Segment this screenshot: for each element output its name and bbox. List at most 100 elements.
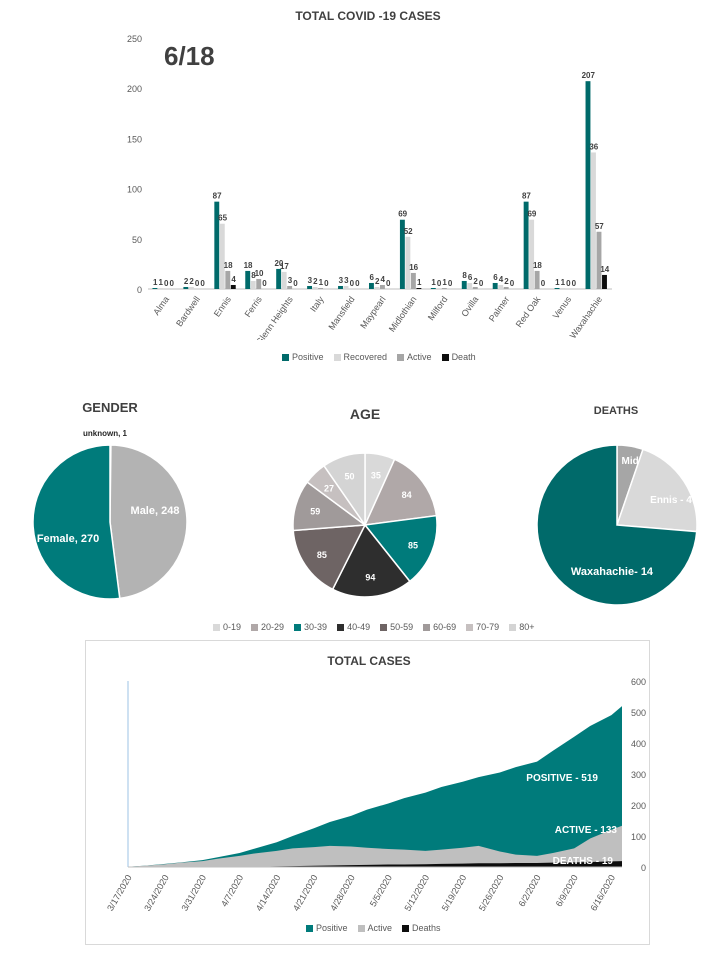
age-legend-label: 80+ xyxy=(519,622,535,632)
bar-data-label: 6 xyxy=(493,273,498,282)
pie-data-label: 59 xyxy=(310,507,320,517)
x-tick-label: 5/19/2020 xyxy=(440,873,469,913)
bar-legend-label: Positive xyxy=(292,352,324,362)
bar-recovered xyxy=(343,285,349,289)
x-tick-label: Milford xyxy=(426,294,450,322)
bar-data-label: 0 xyxy=(541,279,546,288)
bar-legend-swatch xyxy=(397,353,405,361)
pie-label: Ennis - 4 xyxy=(650,495,692,506)
pie-slice xyxy=(331,523,411,598)
bar-data-label: 3 xyxy=(308,276,313,285)
bar-legend-swatch xyxy=(441,353,449,361)
pie-label: Male, 248 xyxy=(131,505,180,517)
bar-positive xyxy=(338,285,343,289)
bar-recovered xyxy=(374,286,380,289)
bar-recovered xyxy=(405,236,411,289)
x-tick-label: Ovilla xyxy=(459,294,480,318)
x-tick-label: Italy xyxy=(308,294,326,314)
total-cases-panel: TOTAL CASES 0 100 200 300 400 500 600 POSITIVE … xyxy=(85,640,650,945)
age-legend-swatch xyxy=(251,623,259,631)
bar-positive xyxy=(523,201,529,289)
pie-label: unknown, 1 xyxy=(83,429,128,438)
area-annotation: POSITIVE - 519 xyxy=(526,773,598,784)
age-legend-swatch xyxy=(466,623,474,631)
pie-slice xyxy=(322,452,366,528)
pie-slice xyxy=(292,524,367,591)
area-legend-swatch xyxy=(402,924,410,932)
area-legend-swatch xyxy=(357,924,365,932)
bar-positive xyxy=(399,219,405,289)
bar-data-label: 3 xyxy=(288,276,293,285)
bar-active xyxy=(225,270,231,289)
bar-positive xyxy=(369,282,374,289)
age-legend-item: 60-69 xyxy=(423,622,456,632)
total-cases-chart: TOTAL CASES 0 100 200 300 400 500 600 POSITIVE … xyxy=(105,654,646,913)
x-tick-label: 3/31/2020 xyxy=(179,873,208,913)
bar-chart: TOTAL COVID -19 CASES 6/18 0501001502002… xyxy=(127,9,612,347)
y-tick-label: 200 xyxy=(631,801,646,811)
bar-positive xyxy=(585,81,591,289)
bar-data-label: 87 xyxy=(522,192,531,201)
x-tick-label: Waxahachie xyxy=(568,294,604,340)
y-tick-label: 250 xyxy=(127,34,142,44)
bar-data-label: 0 xyxy=(355,279,360,288)
age-legend-label: 20-29 xyxy=(261,622,285,632)
bar-data-label: 1 xyxy=(431,278,436,287)
bar-data-label: 18 xyxy=(244,261,253,270)
age-legend-swatch xyxy=(423,623,431,631)
bar-data-label: 1 xyxy=(417,278,422,287)
age-legend-swatch xyxy=(380,623,388,631)
area-legend-swatch xyxy=(306,924,313,932)
x-tick-label: Bardwell xyxy=(174,294,202,328)
bar-recovered xyxy=(560,287,565,289)
x-tick-label: 3/17/2020 xyxy=(105,873,134,913)
x-tick-label: 5/5/2020 xyxy=(368,873,394,908)
pie-data-label: 85 xyxy=(408,540,418,550)
y-tick-label: 300 xyxy=(631,770,646,780)
bar-positive xyxy=(554,287,560,289)
age-legend-swatch xyxy=(337,623,345,631)
pie-data-label: 84 xyxy=(402,490,412,500)
area-legend-label: Active xyxy=(367,923,393,933)
bar-data-label: 3 xyxy=(339,276,344,285)
bar-data-label: 16 xyxy=(409,263,418,272)
bar-data-label: 20 xyxy=(274,259,283,268)
bar-data-label: 1 xyxy=(555,278,560,287)
x-tick-label: 5/26/2020 xyxy=(477,873,506,913)
y-tick-label: 150 xyxy=(127,134,142,144)
bar-data-label: 18 xyxy=(533,261,542,270)
bar-recovered xyxy=(250,280,256,289)
bar-data-label: 0 xyxy=(262,279,267,288)
bar-data-label: 0 xyxy=(293,279,298,288)
x-tick-label: Red Oak xyxy=(514,294,543,329)
age-legend-swatch xyxy=(213,623,220,631)
age-pie-chart: 35 84 85 94 85 59 27 50 xyxy=(292,452,438,598)
bar-data-label: 4 xyxy=(231,275,236,284)
bar-legend-item: Recovered xyxy=(333,352,387,362)
bar-legend-label: Death xyxy=(451,352,476,362)
area-legend-label: Deaths xyxy=(412,923,441,933)
bar-data-label: 52 xyxy=(404,227,413,236)
date-annotation: 6/18 xyxy=(164,41,215,71)
x-tick-label: Maypearl xyxy=(358,294,387,330)
bar-data-label: 87 xyxy=(213,192,222,201)
bar-positive xyxy=(307,285,313,289)
x-tick-label: 4/14/2020 xyxy=(254,873,283,913)
bar-positive xyxy=(276,268,282,289)
bar-data-label: 1 xyxy=(319,278,324,287)
bar-data-label: 0 xyxy=(324,279,329,288)
bar-data-label: 4 xyxy=(381,275,386,284)
bar-data-label: 2 xyxy=(504,277,509,286)
bar-recovered xyxy=(529,219,535,289)
bar-legend-item: Positive xyxy=(282,352,324,362)
bar-positive xyxy=(214,201,220,289)
bar-active xyxy=(596,231,602,289)
y-tick-label: 400 xyxy=(631,739,646,749)
age-pie-legend: 0-19 20-29 30-39 40-49 50-59 60-69 70-79 80+ xyxy=(213,622,534,632)
bar-recovered xyxy=(591,152,596,289)
area-deaths xyxy=(128,861,622,867)
bar-data-label: 6 xyxy=(468,273,473,282)
bar-active xyxy=(534,270,540,289)
x-tick-label: Midlothian xyxy=(387,294,419,333)
